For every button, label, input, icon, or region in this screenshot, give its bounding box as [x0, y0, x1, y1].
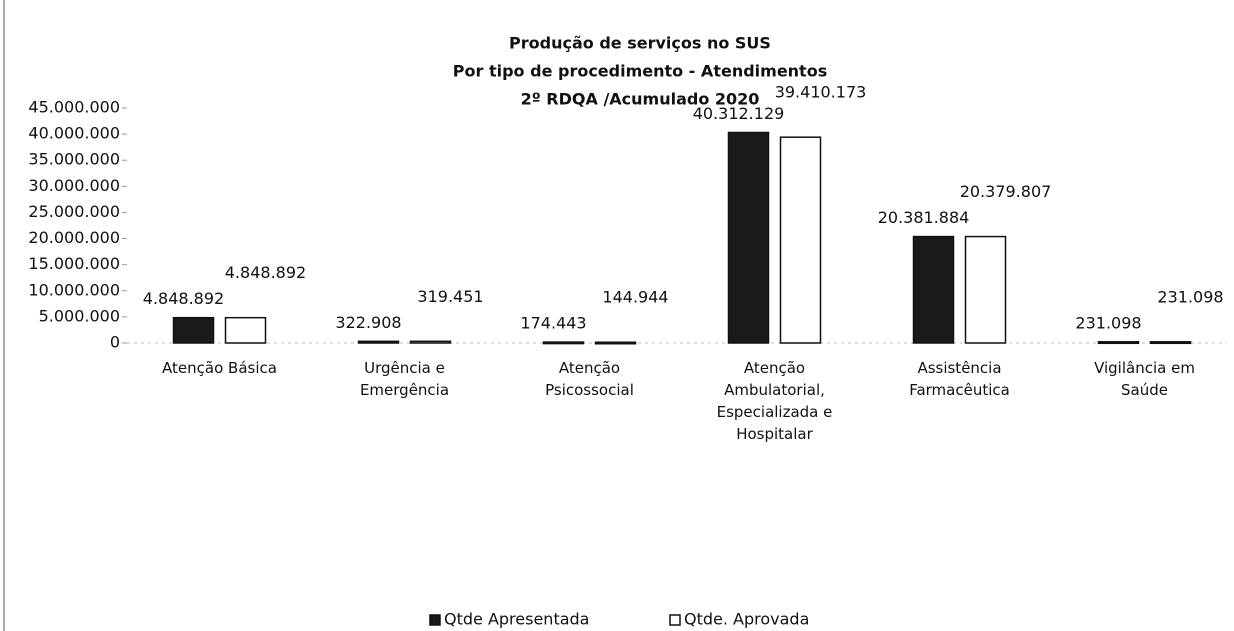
data-label: 20.379.807	[960, 182, 1052, 201]
data-label: 39.410.173	[775, 83, 867, 102]
x-tick-label: Atenção Básica	[162, 359, 277, 377]
bar	[409, 340, 452, 344]
x-tick-label: Assistência Farmacêutica	[909, 359, 1010, 399]
bar	[542, 341, 585, 345]
bar	[964, 235, 1007, 344]
y-tick-label: 35.000.000	[28, 150, 120, 169]
data-label: 174.443	[520, 314, 586, 333]
data-label: 231.098	[1157, 287, 1223, 306]
bar	[912, 235, 955, 344]
bar	[727, 131, 770, 344]
legend-swatch	[669, 614, 681, 626]
y-tick-label: 0	[110, 333, 120, 352]
data-label: 4.848.892	[143, 289, 224, 308]
y-tick-label: 45.000.000	[28, 98, 120, 117]
data-label: 322.908	[335, 313, 401, 332]
legend-label: Qtde Apresentada	[444, 610, 589, 629]
data-label: 144.944	[602, 288, 668, 307]
bar	[1097, 341, 1140, 345]
x-tick-label: Atenção Ambulatorial, Especializada e Ho…	[716, 359, 833, 443]
chart-title: Por tipo de procedimento - Atendimentos	[453, 62, 827, 81]
legend-label: Qtde. Aprovada	[684, 610, 809, 629]
bar	[1149, 341, 1192, 345]
y-tick-label: 40.000.000	[28, 124, 120, 143]
x-tick-label: Vigilância em Saúde	[1094, 359, 1195, 399]
legend-swatch	[429, 614, 441, 626]
x-tick-label: Atenção Psicossocial	[545, 359, 634, 399]
y-tick-label: 15.000.000	[28, 254, 120, 273]
data-label: 4.848.892	[225, 263, 306, 282]
y-tick-label: 25.000.000	[28, 202, 120, 221]
data-label: 40.312.129	[693, 104, 785, 123]
bar	[779, 136, 822, 344]
bar	[172, 316, 215, 344]
bar	[594, 341, 637, 345]
data-label: 231.098	[1075, 313, 1141, 332]
y-tick-label: 10.000.000	[28, 280, 120, 299]
bar	[357, 340, 400, 344]
chart-title: Produção de serviços no SUS	[509, 34, 771, 53]
y-tick-label: 20.000.000	[28, 228, 120, 247]
data-label: 319.451	[417, 287, 483, 306]
x-tick-label: Urgência e Emergência	[359, 359, 450, 399]
y-tick-label: 30.000.000	[28, 176, 120, 195]
data-label: 20.381.884	[878, 208, 970, 227]
y-tick-label: 5.000.000	[39, 306, 120, 325]
chart-title: 2º RDQA /Acumulado 2020	[521, 90, 760, 109]
bar	[224, 316, 267, 344]
